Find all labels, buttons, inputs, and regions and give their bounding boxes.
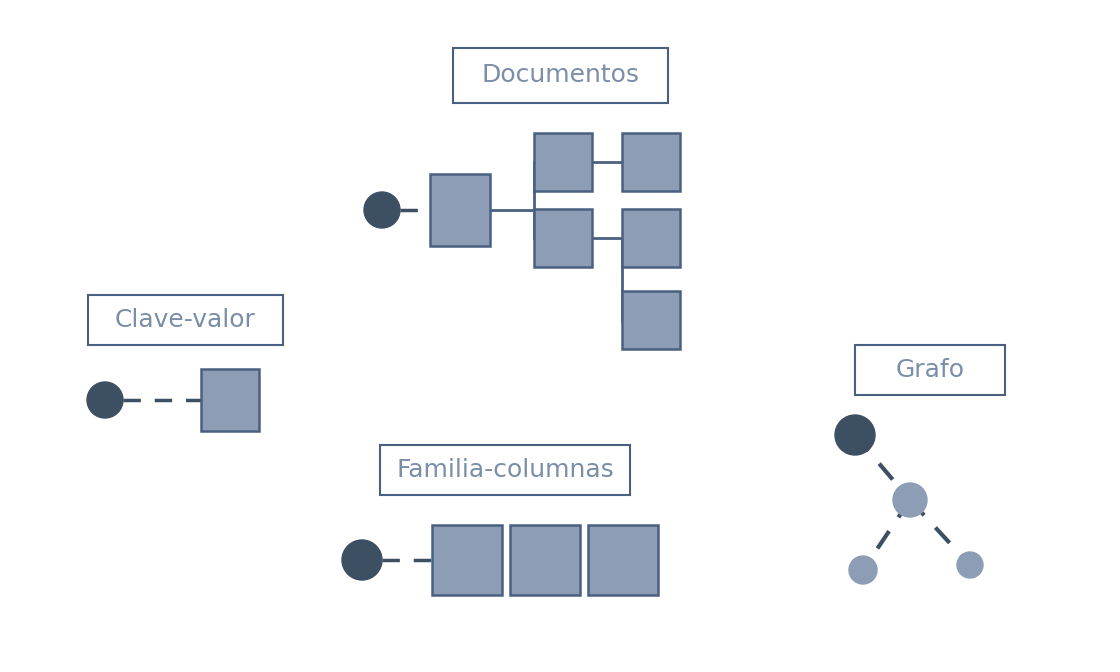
FancyBboxPatch shape — [510, 525, 580, 595]
FancyBboxPatch shape — [855, 345, 1005, 395]
FancyBboxPatch shape — [452, 48, 668, 103]
FancyBboxPatch shape — [622, 209, 680, 267]
Circle shape — [836, 415, 875, 455]
Circle shape — [893, 483, 927, 517]
FancyBboxPatch shape — [588, 525, 659, 595]
Text: Grafo: Grafo — [896, 358, 964, 382]
Text: Clave-valor: Clave-valor — [114, 308, 255, 332]
Circle shape — [364, 192, 400, 228]
FancyBboxPatch shape — [87, 295, 282, 345]
Circle shape — [956, 552, 983, 578]
FancyBboxPatch shape — [534, 209, 592, 267]
FancyBboxPatch shape — [622, 291, 680, 349]
Text: Documentos: Documentos — [480, 63, 640, 87]
Circle shape — [87, 382, 123, 418]
FancyBboxPatch shape — [432, 525, 502, 595]
Circle shape — [342, 540, 382, 580]
Text: Familia-columnas: Familia-columnas — [396, 458, 614, 482]
Circle shape — [849, 556, 877, 584]
FancyBboxPatch shape — [430, 174, 491, 246]
FancyBboxPatch shape — [534, 133, 592, 191]
FancyBboxPatch shape — [622, 133, 680, 191]
FancyBboxPatch shape — [380, 445, 629, 495]
FancyBboxPatch shape — [200, 369, 259, 431]
